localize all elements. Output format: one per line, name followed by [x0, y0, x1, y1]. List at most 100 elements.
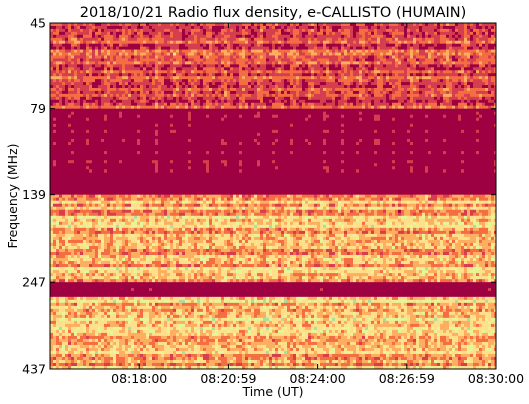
heatmap-cell — [482, 28, 485, 33]
heatmap-cell — [125, 67, 128, 71]
heatmap-cell — [311, 28, 314, 33]
heatmap-cell — [53, 108, 56, 113]
heatmap-cell — [356, 111, 359, 116]
heatmap-cell — [296, 28, 299, 33]
heatmap-cell — [65, 90, 68, 95]
heatmap-cell — [131, 96, 134, 101]
heatmap-cell — [374, 25, 377, 30]
heatmap-cell — [254, 79, 257, 83]
heatmap-cell — [293, 96, 296, 101]
heatmap-cell — [275, 82, 278, 86]
heatmap-cell — [251, 90, 254, 95]
heatmap-cell — [341, 87, 344, 92]
heatmap-cell — [326, 90, 329, 95]
heatmap-cell — [479, 55, 482, 59]
heatmap-cell — [203, 46, 206, 50]
heatmap-cell — [398, 79, 401, 83]
heatmap-cell — [233, 34, 236, 39]
heatmap-cell — [284, 43, 287, 48]
heatmap-cell — [74, 117, 77, 122]
heatmap-cell — [488, 111, 491, 116]
heatmap-cell — [260, 82, 263, 86]
heatmap-cell — [311, 61, 314, 65]
heatmap-cell — [425, 105, 428, 110]
heatmap-cell — [488, 117, 491, 122]
heatmap-cell — [374, 93, 377, 98]
heatmap-cell — [68, 111, 71, 116]
heatmap-cell — [215, 96, 218, 101]
heatmap-cell — [407, 111, 410, 116]
heatmap-cell — [155, 96, 158, 101]
heatmap-cell — [413, 117, 416, 122]
heatmap-cell — [284, 87, 287, 92]
heatmap-cell — [317, 108, 320, 113]
heatmap-cell — [149, 52, 152, 56]
heatmap-cell — [491, 70, 494, 74]
heatmap-cell — [434, 49, 437, 53]
heatmap-cell — [470, 105, 473, 110]
heatmap-cell — [347, 73, 350, 77]
heatmap-cell — [56, 34, 59, 39]
heatmap-cell — [362, 31, 365, 36]
heatmap-cell — [488, 46, 491, 50]
heatmap-cell — [200, 120, 203, 125]
heatmap-cell — [362, 73, 365, 77]
heatmap-cell — [260, 43, 263, 48]
heatmap-cell — [476, 52, 479, 56]
heatmap-cell — [449, 85, 452, 89]
heatmap-cell — [254, 93, 257, 98]
heatmap-cell — [446, 64, 449, 68]
heatmap-cell — [281, 58, 284, 62]
heatmap-cell — [185, 93, 188, 98]
heatmap-cell — [158, 90, 161, 95]
heatmap-cell — [71, 120, 74, 125]
heatmap-cell — [158, 34, 161, 39]
heatmap-cell — [494, 70, 496, 74]
heatmap-cell — [419, 52, 422, 56]
heatmap-cell — [383, 99, 386, 104]
heatmap-cell — [152, 37, 155, 42]
heatmap-cell — [209, 31, 212, 36]
heatmap-cell — [341, 117, 344, 122]
heatmap-cell — [449, 114, 452, 119]
heatmap-cell — [251, 99, 254, 104]
heatmap-cell — [245, 67, 248, 71]
heatmap-cell — [77, 82, 80, 86]
heatmap-cell — [356, 52, 359, 56]
heatmap-cell — [251, 34, 254, 39]
heatmap-cell — [119, 67, 122, 71]
heatmap-cell — [116, 70, 119, 74]
heatmap-cell — [488, 40, 491, 45]
heatmap-cell — [140, 102, 143, 107]
heatmap-cell — [242, 117, 245, 122]
heatmap-cell — [461, 49, 464, 53]
heatmap-cell — [380, 64, 383, 68]
heatmap-cell — [473, 43, 476, 48]
heatmap-cell — [344, 102, 347, 107]
heatmap-cell — [59, 111, 62, 116]
heatmap-cell — [413, 64, 416, 68]
heatmap-cell — [242, 40, 245, 45]
heatmap-cell — [380, 102, 383, 107]
heatmap-cell — [161, 37, 164, 42]
heatmap-cell — [98, 34, 101, 39]
heatmap-cell — [260, 102, 263, 107]
heatmap-cell — [281, 102, 284, 107]
heatmap-cell — [464, 37, 467, 42]
heatmap-cell — [353, 23, 356, 27]
heatmap-cell — [125, 73, 128, 77]
heatmap-cell — [143, 61, 146, 65]
heatmap-cell — [371, 28, 374, 33]
heatmap-cell — [329, 73, 332, 77]
heatmap-cell — [170, 87, 173, 92]
heatmap-cell — [56, 23, 59, 27]
heatmap-cell — [194, 52, 197, 56]
heatmap-cell — [362, 76, 365, 80]
heatmap-cell — [131, 76, 134, 80]
heatmap-cell — [425, 37, 428, 42]
heatmap-cell — [341, 61, 344, 65]
heatmap-cell — [134, 37, 137, 42]
heatmap-cell — [110, 114, 113, 119]
heatmap-cell — [434, 85, 437, 89]
heatmap-cell — [245, 23, 248, 27]
